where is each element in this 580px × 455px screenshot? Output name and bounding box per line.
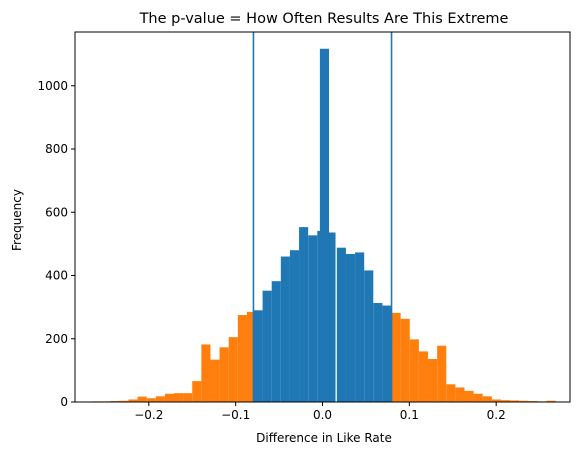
y-tick-label-1: 200 — [45, 332, 68, 346]
extreme-bar-30 — [500, 400, 511, 402]
inside-bar-13 — [364, 270, 374, 402]
inside-bar-8 — [326, 232, 336, 402]
extreme-bar-16 — [237, 315, 247, 402]
extreme-bar-10 — [183, 393, 193, 402]
extreme-bar-14 — [219, 347, 229, 402]
inside-bar-11 — [345, 254, 356, 402]
inside-bar-1 — [262, 290, 272, 402]
extreme-bar-28 — [482, 396, 492, 402]
chart-title: The p-value = How Often Results Are This… — [139, 11, 509, 27]
extreme-bar-24 — [446, 384, 456, 402]
inside-bar-2 — [271, 281, 281, 402]
extreme-bar-35 — [546, 400, 556, 402]
inside-bar-9 — [319, 48, 330, 402]
inside-bar-6 — [308, 235, 318, 402]
y-tick-label-0: 0 — [60, 395, 68, 409]
extreme-bar-27 — [473, 393, 483, 402]
x-tick-label-1: −0.1 — [221, 408, 250, 422]
x-tick-label-4: 0.2 — [487, 408, 506, 422]
extreme-bar-13 — [210, 359, 220, 402]
inside-bar-0 — [253, 310, 263, 402]
extreme-bar-21 — [418, 351, 429, 402]
x-axis-label: Difference in Like Rate — [256, 431, 392, 445]
inside-bar-5 — [299, 227, 309, 402]
reference-lines — [252, 32, 393, 402]
extreme-bar-12 — [201, 344, 211, 402]
extreme-bar-7 — [155, 396, 165, 402]
extreme-bar-23 — [437, 345, 447, 402]
inside-bar-3 — [280, 256, 290, 402]
y-tick-label-2: 400 — [45, 269, 68, 283]
inside-bar-12 — [355, 252, 365, 402]
extreme-bar-18 — [391, 312, 401, 402]
y-axis-ticks: 0 200 400 600 800 1000 — [37, 79, 75, 409]
extreme-bar-25 — [455, 387, 465, 402]
x-axis-ticks: −0.2 −0.1 0.0 0.1 0.2 — [134, 402, 506, 422]
extreme-bar-20 — [409, 339, 419, 402]
x-tick-label-3: 0.1 — [400, 408, 419, 422]
inside-bar-15 — [382, 305, 392, 402]
extreme-bar-8 — [164, 393, 174, 402]
y-tick-label-4: 800 — [45, 142, 68, 156]
extreme-bar-31 — [510, 400, 520, 402]
inside-bar-14 — [373, 303, 383, 402]
extreme-bar-5 — [137, 396, 147, 402]
y-axis-label: Frequency — [10, 189, 24, 251]
y-tick-label-3: 600 — [45, 205, 68, 219]
extreme-bar-32 — [519, 400, 529, 402]
extreme-bar-4 — [128, 399, 138, 402]
inside-bar-4 — [289, 250, 300, 402]
extreme-bar-3 — [119, 400, 129, 402]
histogram-bars — [91, 48, 556, 402]
extreme-bar-17 — [246, 311, 257, 402]
plot-frame — [74, 31, 571, 403]
x-tick-label-0: −0.2 — [134, 408, 163, 422]
y-tick-label-5: 1000 — [37, 79, 68, 93]
extreme-bar-22 — [428, 358, 438, 402]
x-tick-label-2: 0.0 — [313, 408, 332, 422]
extreme-bar-19 — [400, 318, 410, 402]
extreme-bar-11 — [192, 381, 202, 402]
inside-bar-10 — [336, 247, 346, 402]
extreme-bar-29 — [491, 399, 501, 402]
extreme-bar-26 — [464, 390, 474, 402]
extreme-bar-6 — [146, 398, 156, 402]
extreme-bar-15 — [228, 337, 238, 402]
extreme-bar-9 — [174, 393, 184, 402]
